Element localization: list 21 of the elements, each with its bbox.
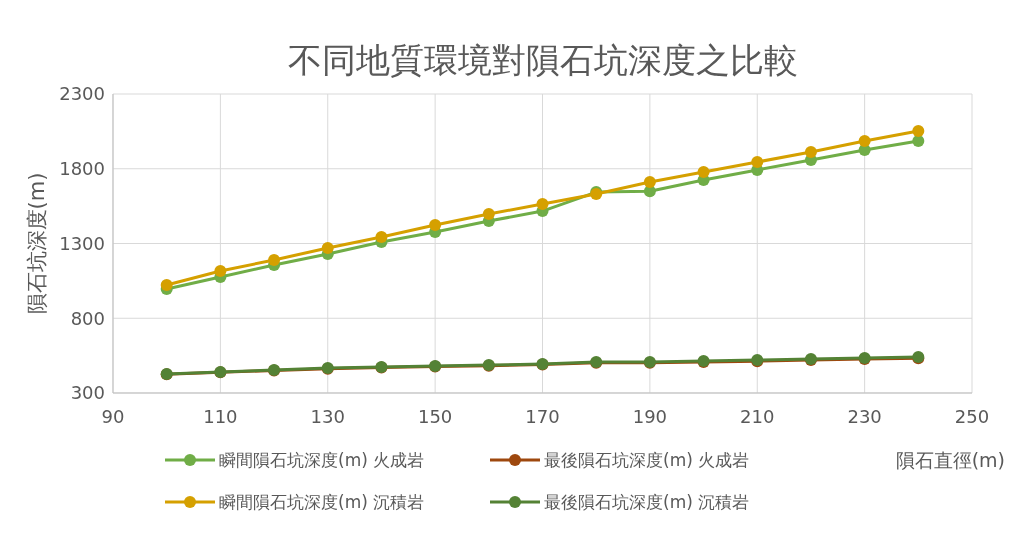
x-tick-label: 190: [632, 406, 668, 427]
x-tick-label: 230: [847, 406, 882, 427]
legend-label: 瞬間隕石坑深度(m) 沉積岩: [219, 491, 425, 512]
y-tick-label: 800: [70, 307, 105, 329]
x-tick-label: 110: [203, 406, 238, 427]
legend-label: 瞬間隕石坑深度(m) 火成岩: [219, 449, 425, 470]
y-tick-label: 1800: [59, 158, 105, 180]
x-tick-label: 210: [740, 406, 775, 427]
x-tick-label: 250: [954, 406, 990, 427]
chart-title: 不同地質環境對隕石坑深度之比較: [287, 40, 798, 80]
legend-label: 最後隕石坑深度(m) 火成岩: [544, 449, 750, 470]
x-axis-title: 隕石直徑(m): [895, 448, 1005, 471]
legend-label: 最後隕石坑深度(m) 沉積岩: [544, 491, 750, 512]
y-tick-label: 300: [70, 382, 105, 404]
x-tick-label: 150: [417, 406, 453, 427]
y-tick-label: 1300: [59, 232, 105, 254]
x-tick-label: 170: [525, 406, 560, 427]
x-tick-label: 90: [101, 406, 125, 427]
x-tick-label: 130: [310, 406, 345, 427]
y-tick-label: 2300: [59, 83, 105, 105]
y-axis-title: 隕石坑深度(m): [25, 172, 49, 315]
